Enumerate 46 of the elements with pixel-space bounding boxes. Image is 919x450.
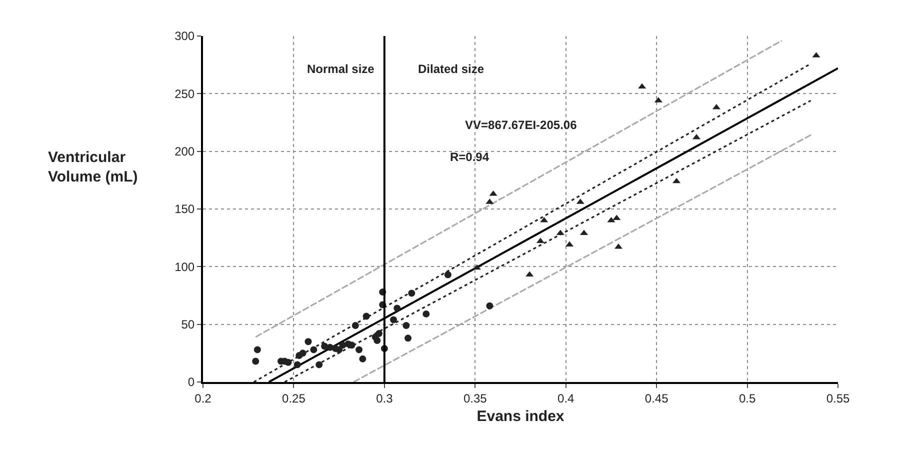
y-tick-label: 100 <box>174 260 195 274</box>
y-tick-label: 150 <box>174 202 195 216</box>
point <box>394 304 401 312</box>
point <box>310 346 318 354</box>
y-tick-label: 200 <box>174 144 195 159</box>
point <box>316 361 323 368</box>
y-tick-label: 50 <box>181 318 195 332</box>
point <box>254 346 261 354</box>
x-tick-label: 0.2 <box>194 391 212 406</box>
point <box>336 346 343 354</box>
point <box>402 322 410 329</box>
point <box>472 264 481 270</box>
x-tick-label: 0.45 <box>644 391 669 406</box>
x-axis-title: Evans index <box>476 408 565 425</box>
x-tick-label: 0.3 <box>376 391 394 406</box>
point <box>294 361 301 368</box>
y-tick-label: 0 <box>188 375 195 390</box>
point <box>375 330 382 338</box>
point <box>356 346 363 354</box>
point <box>422 310 430 318</box>
x-tick-label: 0.5 <box>738 391 756 406</box>
point <box>352 322 359 329</box>
point <box>404 334 412 342</box>
annotation: Dilated size <box>418 62 484 76</box>
point <box>408 290 416 297</box>
point <box>486 302 494 310</box>
point <box>284 358 292 366</box>
annotation: VV=867.67EI-205.06 <box>465 118 578 132</box>
y-tick-label: 300 <box>174 29 195 44</box>
annotation: R=0.94 <box>450 150 490 164</box>
point <box>304 338 312 346</box>
point <box>252 358 260 365</box>
point <box>299 350 306 357</box>
x-tick-label: 0.35 <box>463 391 488 406</box>
x-tick-label: 0.55 <box>826 391 850 406</box>
point <box>359 355 366 362</box>
annotation: Normal size <box>307 62 375 76</box>
point <box>362 312 370 320</box>
point <box>536 238 544 244</box>
x-tick-label: 0.25 <box>282 391 306 406</box>
y-tick-label: 250 <box>174 86 195 101</box>
point <box>374 336 381 344</box>
point <box>390 316 397 324</box>
y-axis-title: Ventricular Volume (mL) <box>48 149 138 186</box>
x-tick-label: 0.4 <box>558 391 575 406</box>
point <box>444 271 452 278</box>
